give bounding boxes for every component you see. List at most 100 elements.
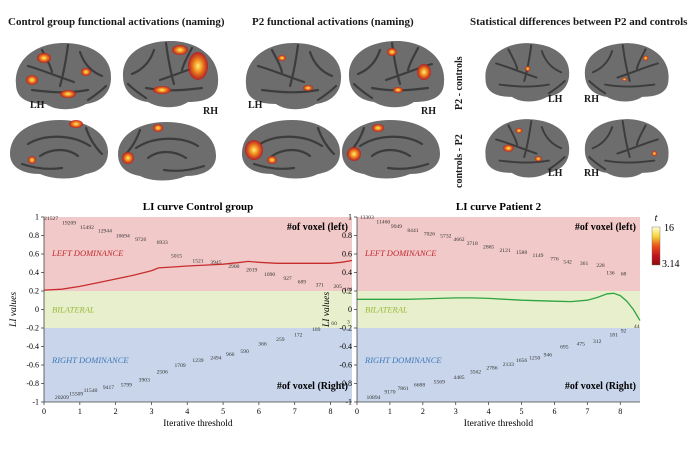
chart-1-right-voxel-count-16: 60 — [331, 321, 337, 327]
chart-1-li-curve — [43, 259, 353, 291]
chart-1-x-tick-label-8: 8 — [329, 407, 333, 416]
chart-1-x-tick-label-3: 3 — [149, 407, 153, 416]
chart-2-title: LI curve Patient 2 — [456, 201, 542, 213]
chart-1-left-voxel-count-6: 6933 — [157, 240, 168, 246]
hemisphere-label-stats-top-lh: LH — [548, 94, 563, 105]
chart-1-left-voxel-count-12: 1090 — [264, 272, 275, 278]
chart-2-right-voxel-count-1: 9170 — [384, 390, 395, 396]
chart-2-right-voxel-count-16: 92 — [621, 329, 627, 335]
chart-1-right-voxel-count-5: 3903 — [139, 378, 150, 384]
chart-2-right-dominance-band — [357, 328, 640, 402]
chart-2-right-voxel-count-3: 6688 — [414, 382, 425, 388]
brain-control-lh-medial — [8, 118, 110, 180]
chart-1-right-voxel-count-12: 366 — [258, 342, 267, 348]
chart-1-right-voxel-count-11: 590 — [240, 349, 249, 355]
chart-2-bilateral-label: BILATERAL — [365, 304, 408, 314]
contrast-label-p2-minus-controls: P2 - controls — [454, 56, 465, 110]
chart-1-right-voxel-count-1: 15509 — [69, 392, 83, 398]
chart-2-left-dominance-label: LEFT DOMINANCE — [364, 248, 437, 258]
brain-p2-rh-lateral — [347, 39, 446, 109]
chart-1-voxel-right-title: #of voxel (Right) — [277, 381, 348, 392]
chart-2-right-voxel-count-10: 1250 — [529, 355, 540, 361]
chart-1-voxel-left-title: #of voxel (left) — [287, 222, 348, 233]
chart-1-y-tick-label-4: 0.2 — [29, 287, 39, 296]
chart-2-y-tick-label-5: 0 — [348, 305, 352, 314]
chart-2-right-dominance-label: RIGHT DOMINANCE — [364, 355, 442, 365]
brain-p2-lh-lateral — [244, 41, 343, 111]
chart-1-y-axis-label: LI values — [9, 292, 19, 328]
brain-control-rh-lateral — [121, 39, 220, 109]
chart-1-y-tick-label-2: 0.6 — [29, 250, 39, 259]
contrast-label-controls-minus-p2: controls - P2 — [454, 134, 465, 188]
chart-2-x-tick-label-0: 0 — [355, 407, 359, 416]
chart-1-left-voxel-count-5: 9726 — [135, 237, 146, 243]
chart-2-voxel-left-title: #of voxel (left) — [575, 222, 636, 233]
chart-1-left-voxel-count-8: 1521 — [192, 258, 203, 264]
chart-2-right-voxel-count-8: 2133 — [503, 362, 514, 368]
chart-1-left-voxel-count-9: 3945 — [210, 260, 221, 266]
chart-1-y-tick-label-7: -0.4 — [26, 342, 39, 351]
chart-2-y-tick-label-1: 0.8 — [342, 231, 352, 240]
chart-1-left-dominance-label: LEFT DOMINANCE — [51, 248, 124, 258]
chart-2-right-voxel-count-7: 2786 — [486, 366, 497, 372]
chart-1-x-tick-label-0: 0 — [42, 407, 46, 416]
chart-2-left-voxel-count-17: 68 — [621, 271, 627, 277]
chart-2-right-voxel-count-6: 3562 — [470, 369, 481, 375]
brain-p2-rh-medial — [340, 118, 442, 180]
chart-1-y-tick-label-0: 1 — [35, 213, 39, 222]
chart-2-y-tick-label-3: 0.4 — [342, 268, 352, 277]
chart-1-right-voxel-count-3: 9417 — [103, 385, 114, 391]
chart-1-left-voxel-count-16: 205 — [333, 284, 342, 290]
hemisphere-label-p2-lh: LH — [248, 100, 263, 111]
brain-stats-controls-minus-p2-lh — [484, 118, 571, 179]
chart-2-left-voxel-count-2: 9949 — [391, 224, 402, 230]
li-curve-charts: LI curve Control group LEFT DOMINANCE BILA… — [9, 201, 680, 429]
chart-2-left-voxel-count-1: 11460 — [376, 219, 390, 225]
chart-2-x-tick-label-2: 2 — [421, 407, 425, 416]
brain-control-lh-lateral — [14, 41, 113, 111]
chart-2-voxel-right-title: #of voxel (Right) — [565, 381, 636, 392]
chart-2-right-voxel-count-9: 1656 — [516, 358, 527, 364]
chart-2-left-voxel-count-3: 8441 — [407, 228, 418, 234]
chart-1-x-tick-label-1: 1 — [78, 407, 82, 416]
chart-2-y-tick-label-4: 0.2 — [342, 287, 352, 296]
chart-1-left-voxel-count-11: 2019 — [246, 268, 257, 274]
chart-2-y-axis-label: LI values — [322, 292, 332, 328]
chart-2-y-tick-label-9: -0.8 — [339, 379, 352, 388]
chart-1-left-voxel-count-17: 101 — [344, 287, 353, 293]
chart-2-x-tick-label-5: 5 — [520, 407, 524, 416]
chart-1-left-voxel-count-0: 21527 — [44, 216, 58, 222]
chart-1-right-voxel-count-7: 1709 — [174, 363, 185, 369]
brain-stats-p2-minus-controls-rh — [583, 42, 670, 103]
chart-1-title: LI curve Control group — [143, 201, 254, 213]
chart-2-right-voxel-count-4: 5569 — [434, 380, 445, 386]
chart-1-left-voxel-count-1: 19209 — [62, 220, 76, 226]
chart-2-right-voxel-count-0: 10894 — [366, 395, 380, 401]
chart-1-x-axis-label: Iterative threshold — [163, 419, 233, 429]
chart-2-left-voxel-count-15: 228 — [596, 263, 605, 269]
colorbar — [651, 226, 661, 266]
chart-2-left-voxel-count-8: 2865 — [483, 244, 494, 250]
chart-2-y-tick-label-7: -0.4 — [339, 342, 352, 351]
chart-1-x-tick-label-4: 4 — [185, 407, 189, 416]
chart-2-x-tick-label-4: 4 — [487, 407, 491, 416]
chart-1-left-voxel-count-7: 5015 — [171, 254, 182, 260]
chart-1-left-voxel-count-4: 10694 — [116, 233, 130, 239]
chart-2-x-tick-label-7: 7 — [585, 407, 589, 416]
chart-1-right-voxel-count-15: 109 — [312, 327, 321, 333]
chart-1-right-voxel-count-14: 172 — [294, 332, 303, 338]
chart-1-right-voxel-count-0: 20209 — [55, 395, 69, 401]
chart-1-left-voxel-count-13: 927 — [283, 276, 292, 282]
chart-2-y-tick-label-0: 1 — [348, 213, 352, 222]
chart-1-right-voxel-count-10: 966 — [226, 352, 235, 358]
chart-2-left-voxel-count-7: 3718 — [467, 241, 478, 247]
chart-2-left-voxel-count-9: 2121 — [499, 248, 510, 254]
chart-1-right-voxel-count-9: 2494 — [210, 355, 221, 361]
chart-1-y-tick-label-1: 0.8 — [29, 231, 39, 240]
chart-1-x-tick-label-7: 7 — [293, 407, 297, 416]
chart-1-right-voxel-count-6: 2506 — [157, 369, 168, 375]
chart-2-y-tick-label-2: 0.6 — [342, 250, 352, 259]
chart-2-right-voxel-count-11: 946 — [544, 353, 553, 359]
hemisphere-label-stats-bottom-rh: RH — [584, 168, 599, 179]
chart-2-left-dominance-band — [357, 217, 640, 291]
